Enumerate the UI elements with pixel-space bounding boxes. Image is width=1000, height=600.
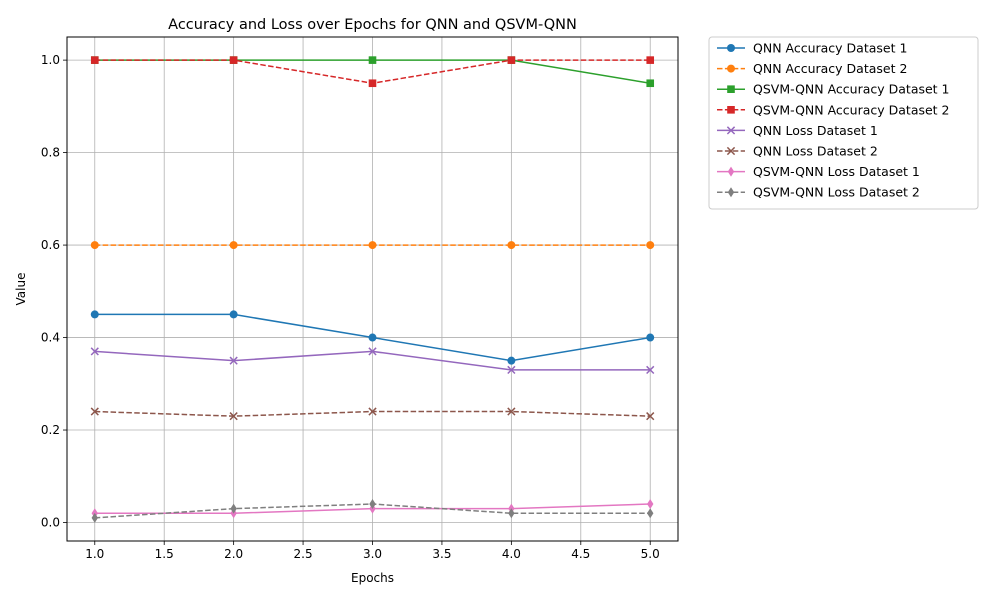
legend-marker — [726, 126, 736, 135]
data-point — [646, 79, 655, 88]
y-tick-label: 1.0 — [41, 53, 60, 67]
data-point — [368, 407, 377, 416]
legend-item: QSVM-QNN Accuracy Dataset 2 — [717, 102, 950, 117]
legend-label: QSVM-QNN Accuracy Dataset 1 — [753, 82, 950, 97]
chart-title: Accuracy and Loss over Epochs for QNN an… — [168, 17, 577, 33]
legend-item: QSVM-QNN Loss Dataset 1 — [717, 164, 920, 179]
data-point — [368, 79, 377, 88]
data-point — [229, 356, 238, 365]
legend-label: QNN Loss Dataset 2 — [753, 144, 878, 159]
y-tick-label: 0.8 — [41, 146, 60, 160]
series-6 — [90, 407, 655, 421]
data-point — [507, 356, 516, 365]
data-point — [90, 241, 99, 250]
y-tick-label: 0.2 — [41, 423, 60, 437]
grid — [67, 37, 678, 541]
legend-marker — [727, 187, 735, 198]
data-point — [369, 499, 376, 510]
x-tick-label: 2.0 — [224, 547, 243, 561]
data-point — [229, 56, 238, 64]
legend-item: QNN Accuracy Dataset 1 — [717, 41, 907, 56]
legend-marker — [727, 64, 735, 73]
series-5 — [90, 347, 655, 375]
axis-ticks: 1.0 1.5 2.0 2.5 3.0 3.5 4.0 4.5 5.0 0.0 0.2 0.4 0.6 0… — [41, 53, 660, 561]
data-point — [229, 412, 238, 421]
legend: QNN Accuracy Dataset 1 QNN Accuracy Datas… — [708, 36, 979, 210]
x-tick-label: 5.0 — [641, 547, 660, 561]
data-point — [368, 241, 377, 250]
legend-item: QNN Loss Dataset 1 — [717, 123, 878, 138]
x-tick-label: 1.0 — [85, 547, 104, 561]
x-axis-label: Epochs — [351, 571, 394, 585]
legend-label: QNN Accuracy Dataset 1 — [753, 41, 907, 56]
y-axis-label: Value — [14, 273, 28, 306]
data-point — [507, 365, 516, 375]
legend-label: QSVM-QNN Loss Dataset 2 — [753, 185, 920, 200]
legend-label: QNN Loss Dataset 1 — [753, 123, 878, 138]
data-point — [229, 241, 238, 250]
x-tick-label: 1.5 — [155, 547, 174, 561]
y-tick-label: 0.4 — [41, 331, 60, 345]
data-point — [508, 508, 515, 519]
legend-marker — [727, 106, 735, 114]
series-1 — [90, 310, 655, 365]
data-point — [90, 347, 99, 356]
legend-marker — [727, 44, 735, 52]
legend-item: QNN Accuracy Dataset 2 — [717, 61, 907, 76]
data-point — [368, 347, 377, 356]
data-point — [507, 407, 516, 416]
data-point — [90, 56, 99, 64]
legend-label: QNN Accuracy Dataset 2 — [753, 61, 907, 76]
data-point — [507, 241, 516, 250]
legend-box — [708, 36, 979, 210]
y-tick-label: 0.0 — [41, 516, 60, 530]
series-2 — [90, 241, 655, 250]
data-point — [368, 56, 377, 64]
data-point — [647, 508, 654, 519]
legend-marker — [727, 85, 735, 93]
legend-label: QSVM-QNN Loss Dataset 1 — [753, 164, 920, 179]
legend-label: QSVM-QNN Accuracy Dataset 2 — [753, 102, 950, 117]
data-point — [91, 512, 98, 523]
legend-item: QNN Loss Dataset 2 — [717, 144, 878, 159]
legend-item: QSVM-QNN Loss Dataset 2 — [717, 185, 920, 200]
x-tick-label: 3.5 — [432, 547, 451, 561]
x-tick-label: 3.0 — [363, 547, 382, 561]
data-point — [90, 310, 99, 319]
series-8 — [91, 499, 654, 523]
data-point — [90, 407, 99, 416]
series-group — [90, 56, 655, 523]
y-tick-label: 0.6 — [41, 238, 60, 252]
data-point — [647, 499, 654, 510]
data-point — [646, 241, 655, 250]
data-point — [646, 56, 655, 64]
data-point — [646, 333, 655, 342]
series-4 — [90, 56, 655, 88]
data-point — [646, 365, 655, 375]
legend-marker — [727, 166, 735, 177]
data-point — [507, 56, 516, 64]
data-point — [368, 333, 377, 342]
x-tick-label: 4.0 — [502, 547, 521, 561]
legend-marker — [726, 146, 736, 156]
x-tick-label: 2.5 — [294, 547, 313, 561]
data-point — [230, 503, 237, 514]
data-point — [646, 412, 655, 421]
data-point — [229, 310, 238, 319]
x-tick-label: 4.5 — [571, 547, 590, 561]
legend-item: QSVM-QNN Accuracy Dataset 1 — [717, 82, 950, 97]
